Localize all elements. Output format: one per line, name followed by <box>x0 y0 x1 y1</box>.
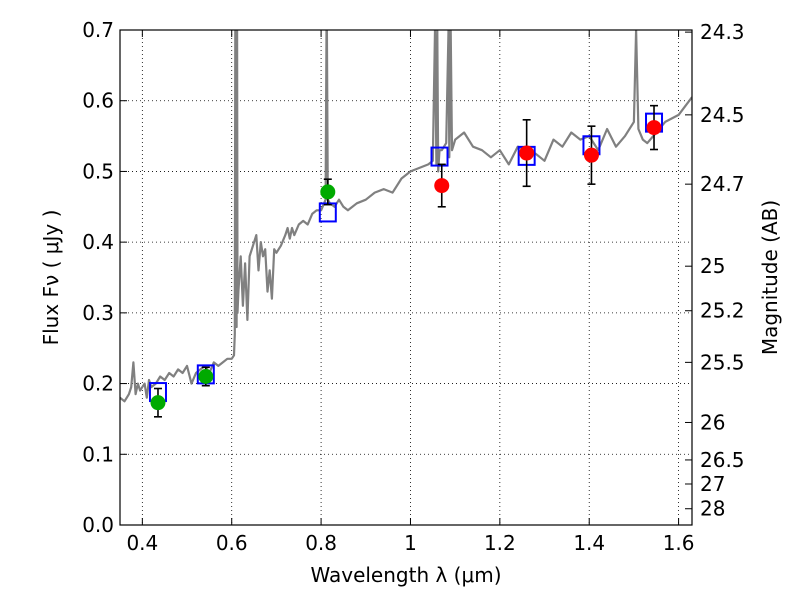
y2-tick-label: 24.3 <box>700 20 745 44</box>
y-tick-label: 0.1 <box>82 442 114 466</box>
y2-axis-title: Magnitude (AB) <box>758 200 782 355</box>
y-axis-title: Flux Fν ( μJy ) <box>39 210 63 346</box>
y-tick-label: 0.5 <box>82 159 114 183</box>
x-tick-label: 1.4 <box>573 531 605 555</box>
y-tick-label: 0.3 <box>82 301 114 325</box>
model-photometry-square <box>430 146 449 167</box>
observed-point <box>646 120 662 136</box>
y-tick-label: 0.6 <box>82 89 114 113</box>
x-tick-label: 0.6 <box>216 531 248 555</box>
y2-tick-label: 26.5 <box>700 448 745 472</box>
spectrum-layer <box>120 30 692 403</box>
grid-lines <box>120 29 692 526</box>
x-tick-label: 0.8 <box>305 531 337 555</box>
ticks-layer: 0.4 0.6 0.8 1 1.2 1.4 1.6 0.0 0.1 0.2 0.3 0.4 0.5 0.6… <box>82 18 744 555</box>
y-tick-label: 0.7 <box>82 18 114 42</box>
y2-tick-label: 25 <box>700 254 725 278</box>
y2-tick-label: 25.5 <box>700 350 745 374</box>
x-tick-label: 1 <box>404 531 417 555</box>
y-tick-label: 0.2 <box>82 372 114 396</box>
observed-point <box>434 178 450 194</box>
x-tick-label: 1.6 <box>663 531 695 555</box>
x-tick-label: 0.4 <box>126 531 158 555</box>
x-tick-label: 1.2 <box>484 531 516 555</box>
observed-point <box>150 395 166 411</box>
y2-tick-label: 24.5 <box>700 103 745 127</box>
y2-tick-label: 27 <box>700 472 725 496</box>
y-tick-label: 0.4 <box>82 230 114 254</box>
plot-frame <box>119 29 693 526</box>
y-tick-label: 0.0 <box>82 513 114 537</box>
y2-tick-label: 24.7 <box>700 172 745 196</box>
data-points-layer <box>148 104 664 418</box>
observed-point <box>583 147 599 163</box>
observed-point <box>519 145 535 161</box>
y2-tick-label: 28 <box>700 497 725 521</box>
y2-tick-label: 25.2 <box>700 299 745 323</box>
observed-point <box>320 184 336 200</box>
y2-tick-label: 26 <box>700 410 725 434</box>
spectrum-line <box>120 30 692 403</box>
x-axis-title: Wavelength λ (μm) <box>310 563 501 587</box>
observed-point <box>198 369 214 384</box>
